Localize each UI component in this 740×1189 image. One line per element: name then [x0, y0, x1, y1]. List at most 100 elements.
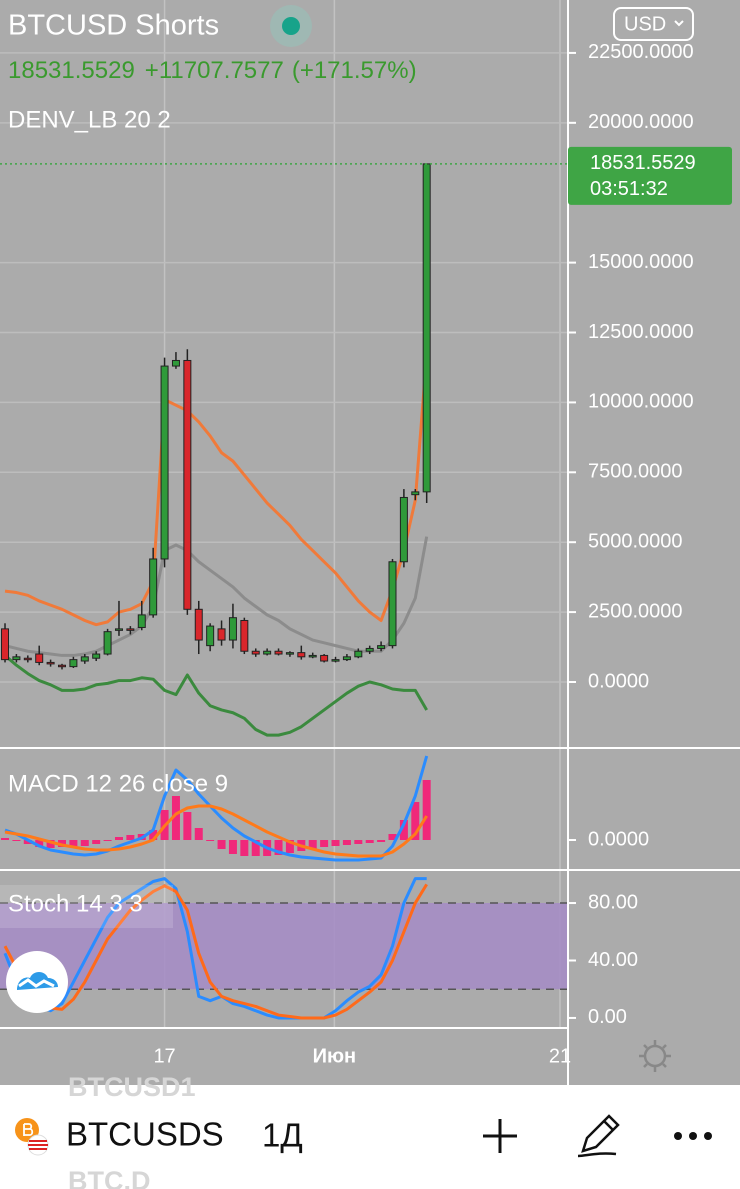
indicator-line — [3, 877, 427, 1020]
candle-body — [69, 659, 78, 668]
last-price: 18531.5529 — [8, 57, 135, 84]
histogram-bar — [411, 802, 420, 840]
currency-chevron — [674, 20, 684, 27]
indicator-line — [3, 883, 428, 1020]
candle-body — [297, 652, 306, 658]
candle-body — [411, 491, 420, 496]
indicator-line — [4, 654, 428, 737]
y-tick-label: 5000.0000 — [588, 530, 683, 552]
ghost-symbol: BTC.D — [68, 1166, 151, 1189]
candle-body — [331, 659, 340, 662]
y-tick-label: 7500.0000 — [588, 461, 683, 483]
y-tick-label: 12500.0000 — [588, 321, 694, 343]
stoch-title: Stoch 14 3 3 — [8, 890, 143, 917]
candle-body — [251, 650, 260, 655]
plot-area — [0, 0, 568, 1028]
candle-body — [320, 654, 329, 662]
candle-body — [365, 647, 374, 652]
histogram-bar — [422, 780, 431, 840]
candle-body — [160, 365, 169, 560]
histogram-bar — [388, 834, 397, 840]
candle-body — [183, 359, 192, 610]
logo-wave — [18, 978, 55, 988]
histogram-bar — [365, 840, 374, 843]
candle-body — [240, 619, 249, 652]
countdown-label: 03:51:32 — [590, 178, 668, 200]
stoch-title-bg — [0, 885, 173, 928]
histogram-bar — [1, 838, 10, 840]
settings-icon[interactable] — [639, 1040, 671, 1072]
candle-body — [217, 628, 226, 641]
histogram-bar — [320, 840, 329, 847]
histogram-bar — [308, 840, 317, 849]
candle-body — [1, 628, 10, 661]
more-button[interactable] — [674, 1132, 712, 1140]
currency-label[interactable]: USD — [624, 13, 666, 35]
currency-button[interactable] — [613, 7, 694, 41]
candle-body — [194, 608, 203, 641]
histogram-bar — [354, 840, 363, 844]
histogram-bar — [228, 840, 237, 854]
y-tick-label: 0.0000 — [588, 670, 649, 692]
ghost-symbol: BTCUSD1 — [68, 1072, 196, 1102]
histogram-bar — [399, 820, 408, 840]
y-tick-label: 22500.0000 — [588, 41, 694, 63]
indicator-title: DENV_LB 20 2 — [8, 106, 171, 133]
indicator-line — [4, 354, 429, 627]
candle-body — [57, 664, 66, 668]
histogram-bar — [285, 840, 294, 853]
histogram-bar — [240, 840, 249, 856]
histogram-bar — [377, 840, 386, 842]
candle-body — [12, 656, 21, 661]
candle-body — [23, 657, 32, 661]
histogram-bar — [103, 840, 112, 841]
candle-body — [274, 650, 283, 655]
candle-body — [103, 631, 112, 655]
candle-body — [388, 561, 397, 647]
x-tick-label: 17 — [153, 1045, 175, 1067]
histogram-bar — [69, 840, 78, 847]
macd-title: MACD 12 26 close 9 — [8, 770, 228, 797]
status-dot — [282, 17, 300, 35]
histogram-bar — [206, 840, 215, 841]
histogram-bar — [217, 840, 226, 849]
toolbar-interval[interactable]: 1Д — [262, 1117, 303, 1154]
candle-body — [206, 625, 215, 647]
histogram-bar — [194, 828, 203, 840]
histogram-bar — [92, 840, 101, 844]
flag-stripes — [28, 1140, 48, 1150]
y-tick-label: 2500.0000 — [588, 600, 683, 622]
candle-body — [171, 359, 180, 367]
y-tick-label: 0.0000 — [588, 828, 649, 850]
histogram-bar — [274, 840, 283, 855]
last-price-box — [568, 146, 732, 205]
toolbar-symbol[interactable]: BTCUSDS — [66, 1116, 224, 1153]
y-tick-label: 80.00 — [588, 891, 638, 913]
histogram-bar — [23, 840, 32, 844]
add-button[interactable] — [483, 1119, 517, 1153]
candle-body — [354, 650, 363, 658]
toolbar — [0, 1085, 740, 1189]
candle-body — [377, 645, 386, 649]
candle-body — [399, 496, 408, 563]
indicator-line — [4, 755, 429, 862]
candle-body — [149, 558, 158, 616]
y-tick-label: 0.00 — [588, 1006, 627, 1028]
candle-body — [263, 650, 272, 655]
histogram-bar — [114, 837, 123, 840]
stoch-band — [0, 903, 568, 990]
histogram-bar — [35, 840, 44, 847]
candle-body — [46, 661, 55, 665]
y-tick-label: 15000.0000 — [588, 251, 694, 273]
x-tick-label: 21 — [549, 1045, 571, 1067]
indicator-line — [4, 804, 428, 858]
draw-button[interactable] — [577, 1114, 620, 1158]
last-price-label: 18531.5529 — [590, 152, 696, 174]
candle-body — [92, 653, 101, 659]
price-change-pct: (+171.57%) — [292, 57, 417, 84]
y-tick-label: 40.00 — [588, 949, 638, 971]
histogram-bar — [149, 830, 158, 840]
y-tick-label: 20000.0000 — [588, 111, 694, 133]
candle-body — [114, 628, 123, 631]
